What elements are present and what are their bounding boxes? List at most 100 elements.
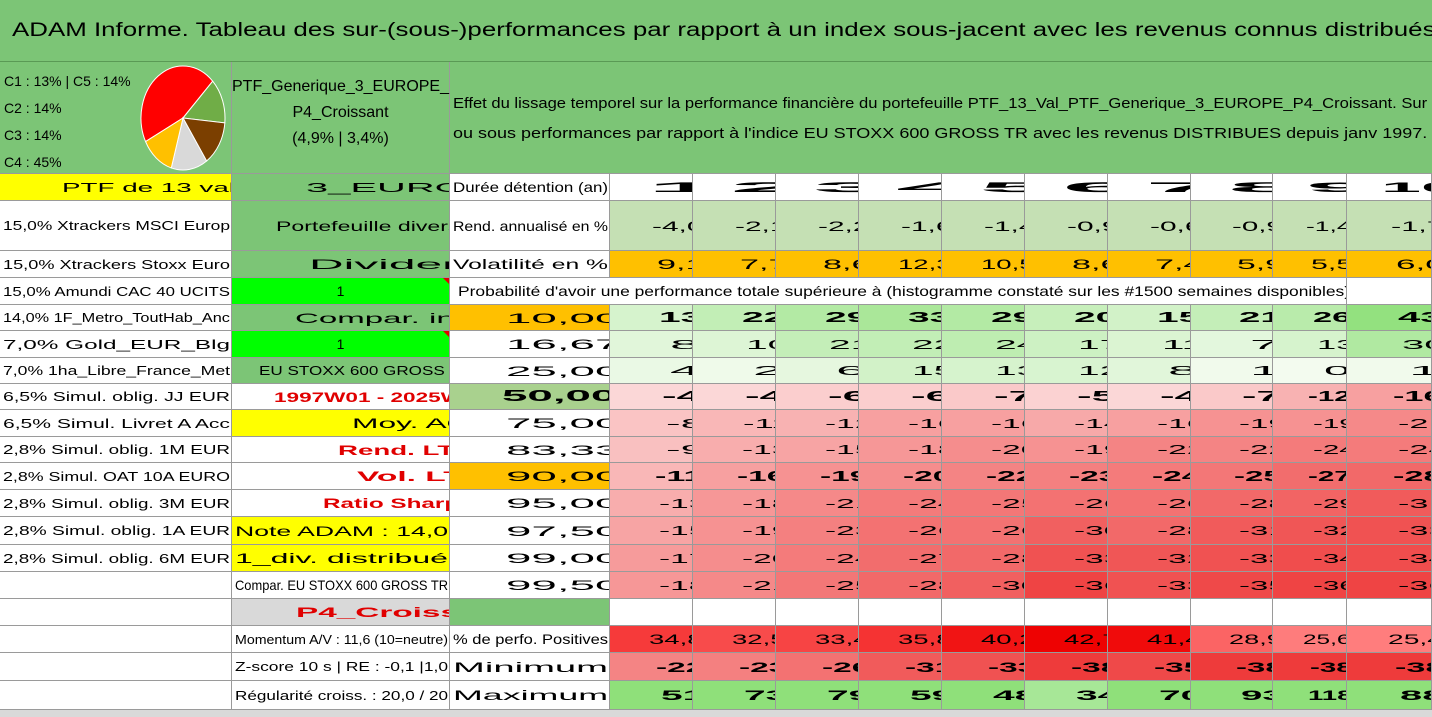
vol-value: 7,4%: [1108, 251, 1191, 278]
holdings-header: PTF de 13 valeurs: [0, 174, 232, 201]
threshold: 99,00%: [450, 545, 610, 572]
proba-value: -21%: [1347, 410, 1432, 437]
portfolio-perf: (4,9% | 3,4%): [292, 130, 389, 147]
proba-value: 26%: [1273, 305, 1347, 331]
threshold: 90,00%: [450, 463, 610, 490]
proba-value: -21%: [776, 490, 859, 517]
compar-full: Compar. EU STOXX 600 GROSS TR: [232, 572, 450, 599]
proba-value: -19%: [776, 463, 859, 490]
threshold: 16,67%: [450, 331, 610, 358]
proba-value: -4%: [693, 384, 776, 410]
portfolio-name: PTF_Generique_3_EUROPE_: [232, 78, 449, 95]
empty-cell: [693, 599, 776, 626]
proba-value: -36%: [1273, 572, 1347, 599]
proba-value: -31%: [1191, 517, 1273, 545]
rend-lt: Rend. LT : -1,1%: [232, 437, 450, 463]
vol-label: Volatilité en %: [450, 251, 610, 278]
proba-value: -22%: [942, 463, 1025, 490]
proba-value: 6%: [776, 358, 859, 384]
threshold: 75,00%: [450, 410, 610, 437]
empty-cell: [859, 599, 942, 626]
proba-value: -23%: [776, 517, 859, 545]
proba-value: -31%: [1347, 490, 1432, 517]
vol-value: 5,9%: [1191, 251, 1273, 278]
proba-value: -24%: [1273, 437, 1347, 463]
empty-cell: [610, 599, 693, 626]
holding-item: 15,0% Xtrackers MSCI Europ: [0, 201, 232, 251]
proba-value: -32%: [1108, 545, 1191, 572]
proba-value: -33%: [1347, 517, 1432, 545]
holding-item: 2,8% Simul. OAT 10A EURO: [0, 463, 232, 490]
pos-value: 34,8%: [610, 626, 693, 653]
empty-cell: [0, 572, 232, 599]
comment-marker-icon: [443, 331, 449, 337]
max-value: 118%: [1273, 681, 1347, 710]
proba-value: -26%: [1108, 490, 1191, 517]
proba-value: 0%: [1273, 358, 1347, 384]
holding-item: 2,8% Simul. oblig. 6M EUR: [0, 545, 232, 572]
note-adam: Note ADAM : 14,0: [232, 517, 450, 545]
description-box: Effet du lissage temporel sur la perform…: [450, 62, 1432, 174]
proba-value: -17%: [610, 545, 693, 572]
rend-value: -4,0%: [610, 201, 693, 251]
vol-value: 7,7%: [693, 251, 776, 278]
proba-value: -28%: [859, 572, 942, 599]
proba-value: -5%: [1025, 384, 1108, 410]
empty-cell: [0, 681, 232, 710]
proba-value: 13%: [942, 358, 1025, 384]
holding-item: 7,0% Gold_EUR_Blg: [0, 331, 232, 358]
empty-cell: [1347, 278, 1432, 305]
min-value: -38%: [1273, 653, 1347, 681]
proba-value: -33%: [1025, 545, 1108, 572]
regularite: Régularité croiss. : 20,0 / 20: [232, 681, 450, 710]
min-label: Minimum: [450, 653, 610, 681]
vol-value: 12,3%: [859, 251, 942, 278]
proba-value: -13%: [693, 437, 776, 463]
max-value: 73%: [693, 681, 776, 710]
rend-label: Rend. annualisé en %: [450, 201, 610, 251]
year-header: 9: [1273, 174, 1347, 201]
proba-value: -18%: [693, 490, 776, 517]
proba-value: 7%: [1191, 331, 1273, 358]
pos-value: 42,7%: [1025, 626, 1108, 653]
proba-value: -20%: [859, 463, 942, 490]
proba-value: 1%: [1347, 358, 1432, 384]
proba-value: 29%: [942, 305, 1025, 331]
pos-value: 25,4%: [1347, 626, 1432, 653]
max-value: 34%: [1025, 681, 1108, 710]
year-header: 5: [942, 174, 1025, 201]
proba-value: -19%: [1273, 410, 1347, 437]
legend-item: C1 : 13% | C5 : 14%: [4, 73, 131, 89]
vol-value: 9,1%: [610, 251, 693, 278]
pos-value: 25,6%: [1273, 626, 1347, 653]
threshold: 10,00%: [450, 305, 610, 331]
proba-value: -16%: [1108, 410, 1191, 437]
allocation-pie-chart: [140, 65, 226, 171]
vol-lt: Vol. LT : 6,7%: [232, 463, 450, 490]
dividende-value: 1: [232, 278, 450, 305]
proba-value: -25%: [776, 572, 859, 599]
year-header: 3: [776, 174, 859, 201]
rend-value: -1,6%: [859, 201, 942, 251]
year-header: 10: [1347, 174, 1432, 201]
year-header: 7: [1108, 174, 1191, 201]
proba-value: -24%: [1108, 463, 1191, 490]
proba-value: -28%: [1347, 463, 1432, 490]
proba-value: -27%: [1273, 463, 1347, 490]
proba-value: 22%: [693, 305, 776, 331]
proba-value: -19%: [693, 517, 776, 545]
proba-value: -18%: [610, 572, 693, 599]
proba-value: -26%: [1025, 490, 1108, 517]
proba-value: -19%: [1025, 437, 1108, 463]
max-label: Maximum: [450, 681, 610, 710]
proba-value: -20%: [942, 437, 1025, 463]
proba-value: 13%: [610, 305, 693, 331]
min-value: -33%: [942, 653, 1025, 681]
min-value: -35%: [1108, 653, 1191, 681]
proba-value: -12%: [776, 410, 859, 437]
proba-value: 4%: [610, 358, 693, 384]
legend-item: C2 : 14%: [4, 100, 62, 116]
legend-item: C3 : 14%: [4, 127, 62, 143]
holding-item: 6,5% Simul. oblig. JJ EUR: [0, 384, 232, 410]
proba-value: -6%: [859, 384, 942, 410]
